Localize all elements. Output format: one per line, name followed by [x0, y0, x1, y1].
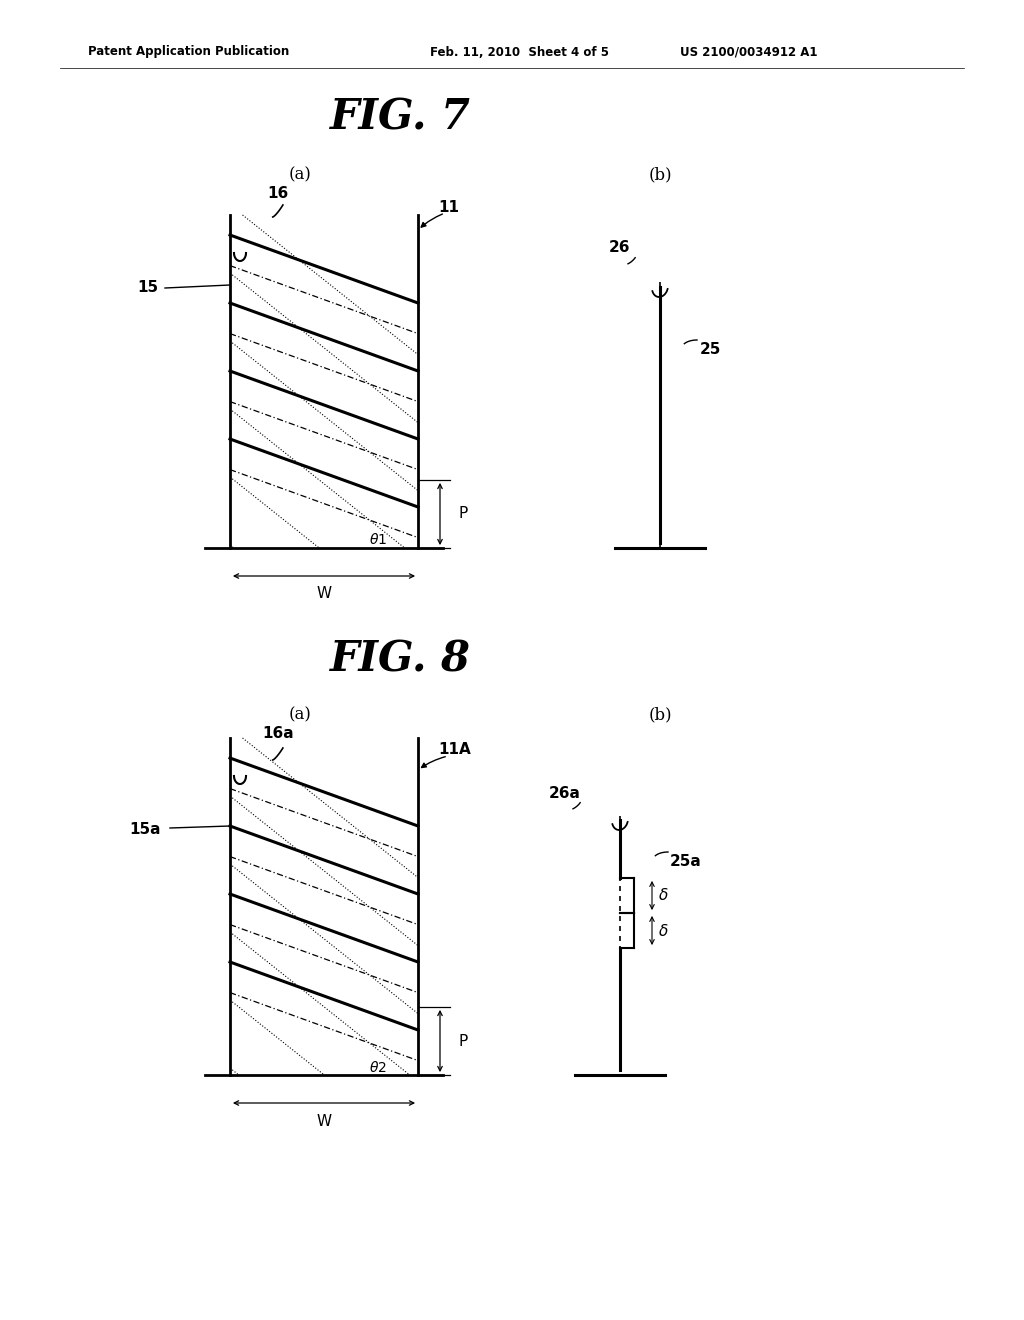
- Text: (b): (b): [648, 166, 672, 183]
- Text: $\theta$2: $\theta$2: [369, 1060, 387, 1074]
- Text: 16a: 16a: [262, 726, 294, 741]
- Text: 11A: 11A: [438, 742, 471, 758]
- Text: $\delta$: $\delta$: [658, 923, 669, 939]
- Text: W: W: [316, 586, 332, 602]
- Text: 16: 16: [267, 186, 289, 201]
- Text: W: W: [316, 1114, 332, 1129]
- Text: 25: 25: [700, 342, 721, 358]
- Text: 25a: 25a: [670, 854, 701, 870]
- Text: FIG. 8: FIG. 8: [330, 639, 470, 681]
- Text: P: P: [458, 1034, 467, 1048]
- Text: (a): (a): [289, 706, 311, 723]
- Text: $\delta$: $\delta$: [658, 887, 669, 903]
- Text: 15a: 15a: [129, 822, 161, 837]
- Text: (b): (b): [648, 706, 672, 723]
- Text: 11: 11: [438, 201, 459, 215]
- Text: US 2100/0034912 A1: US 2100/0034912 A1: [680, 45, 817, 58]
- Text: 26a: 26a: [549, 785, 581, 800]
- Text: FIG. 7: FIG. 7: [330, 96, 470, 139]
- Text: $\theta$1: $\theta$1: [369, 532, 387, 548]
- Text: 26: 26: [609, 240, 631, 256]
- Text: (a): (a): [289, 166, 311, 183]
- Text: 15: 15: [137, 281, 159, 296]
- Text: Feb. 11, 2010  Sheet 4 of 5: Feb. 11, 2010 Sheet 4 of 5: [430, 45, 609, 58]
- Text: P: P: [458, 507, 467, 521]
- Text: Patent Application Publication: Patent Application Publication: [88, 45, 289, 58]
